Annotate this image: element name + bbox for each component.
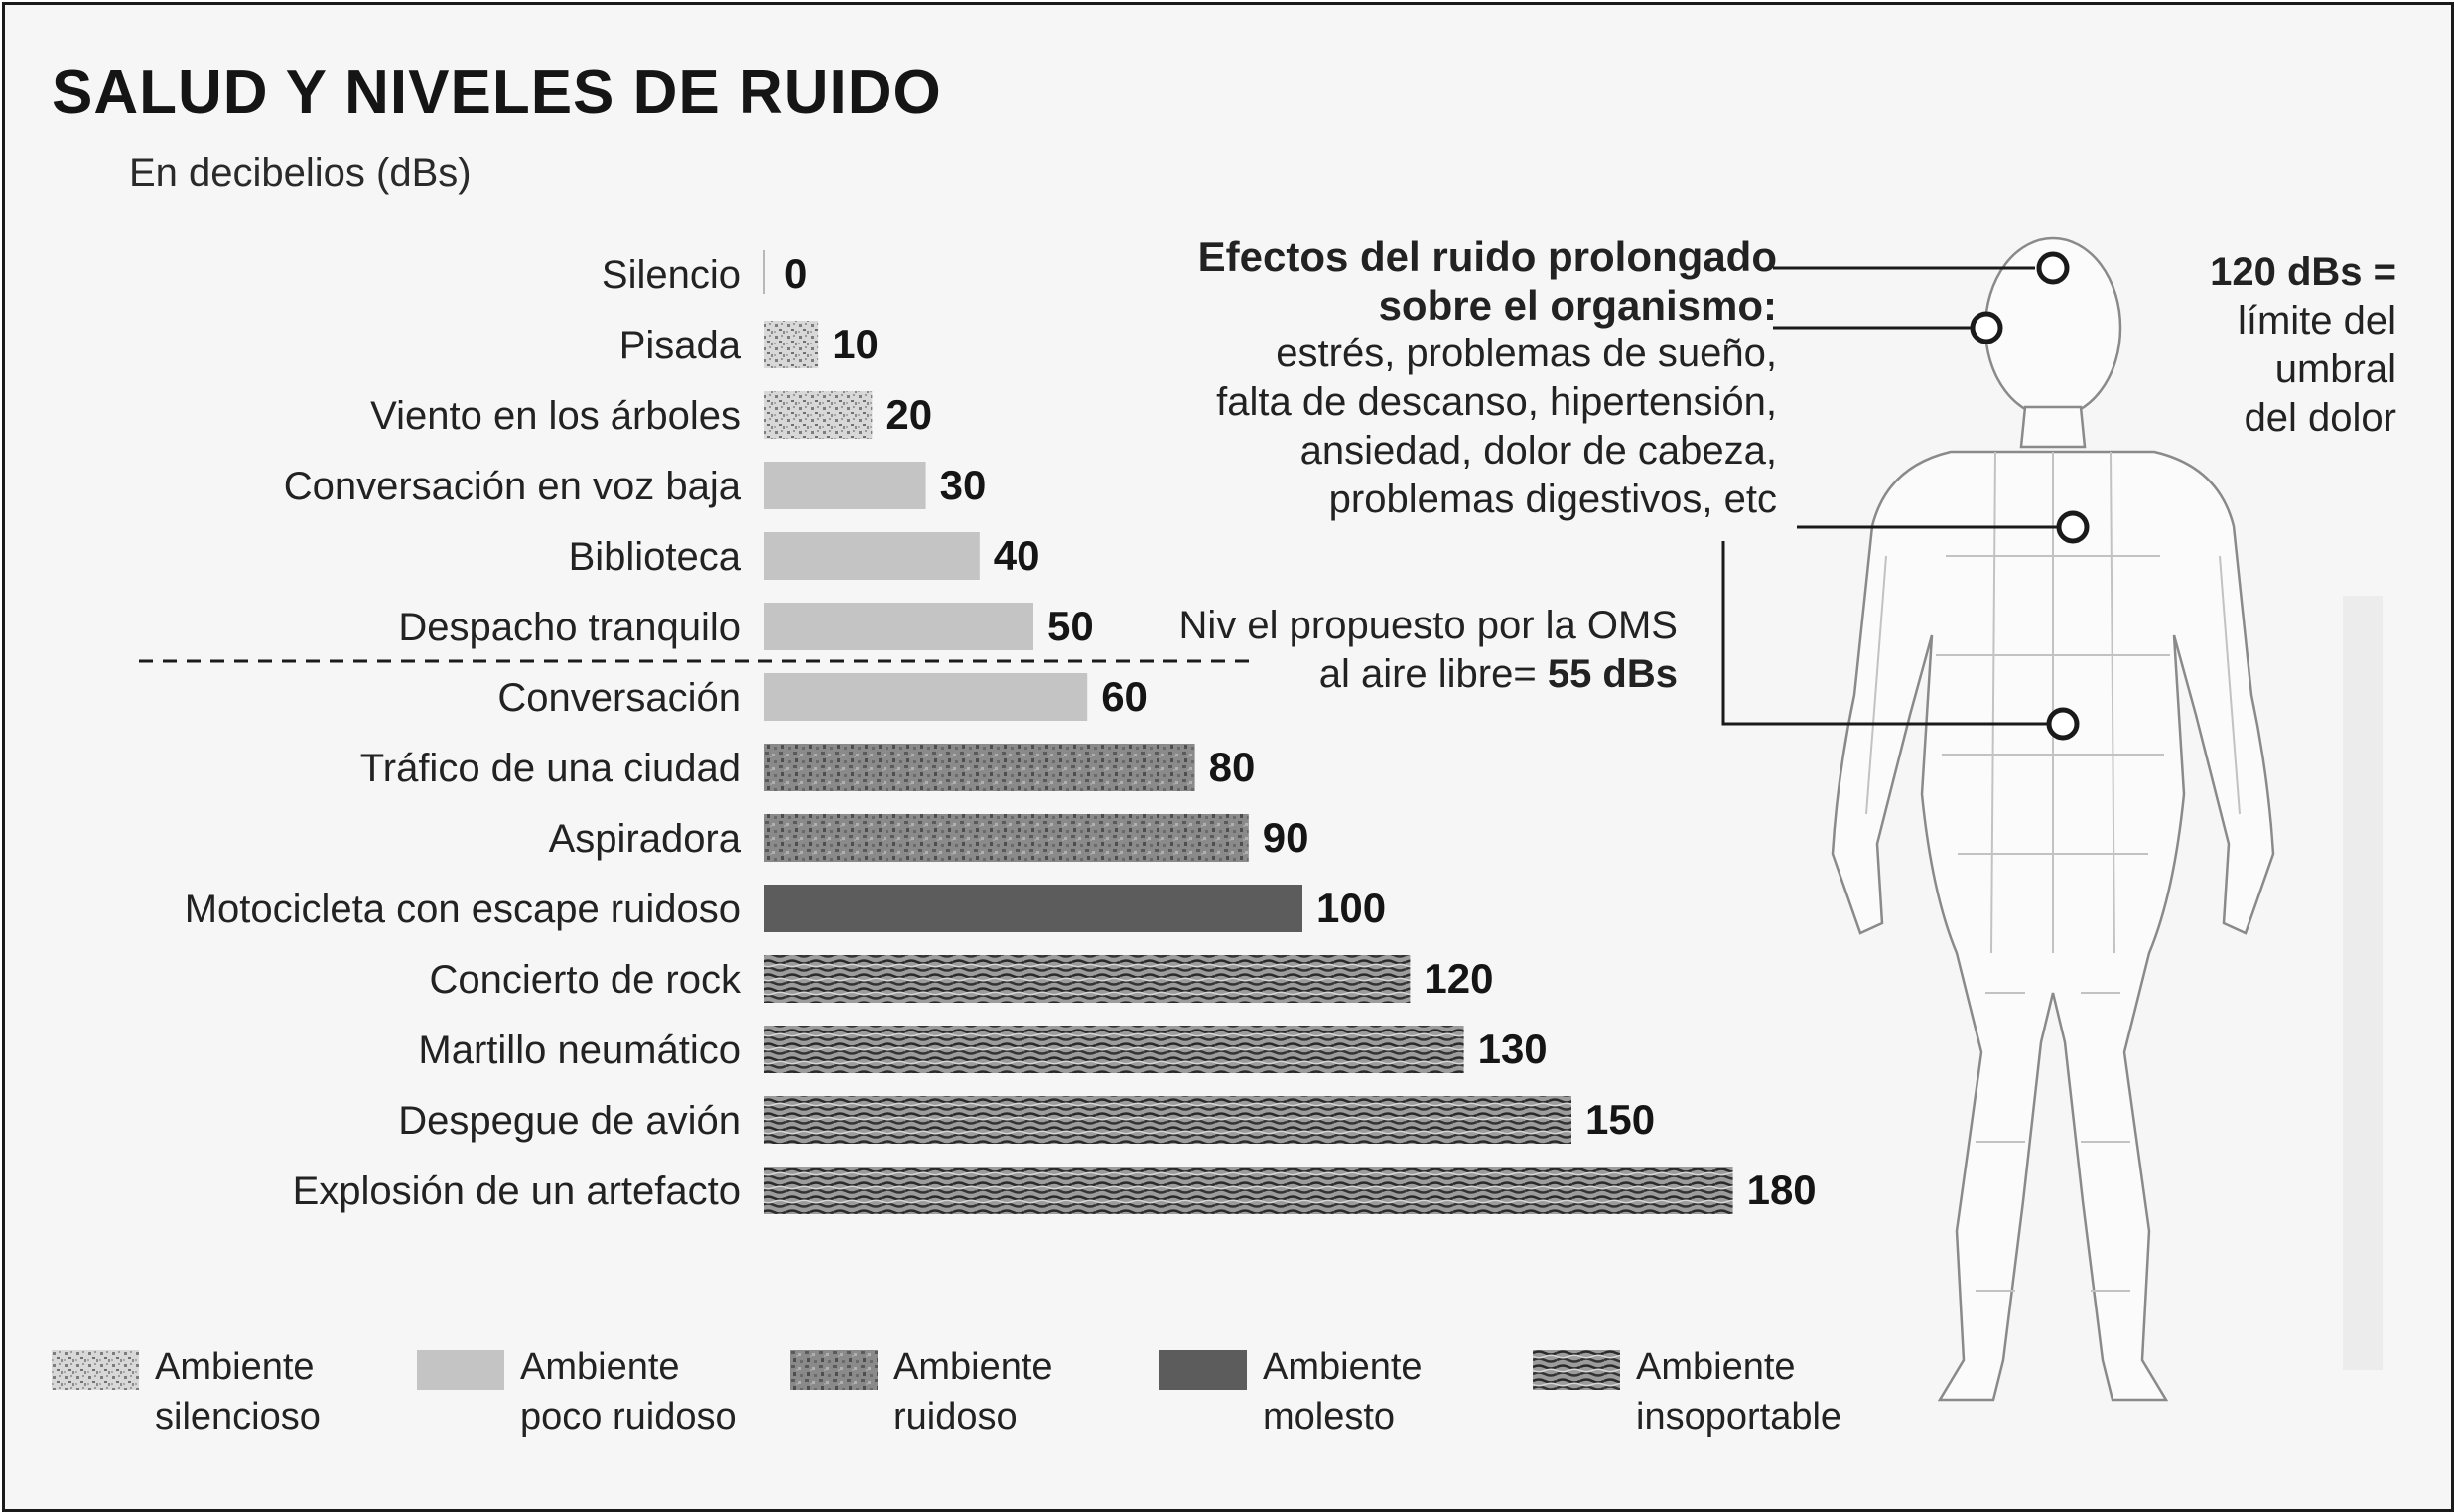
bar-1 [764, 321, 819, 368]
category-labels-group: Silencio Pisada Viento en los árboles Conve… [185, 253, 742, 1213]
category-label: Explosión de un artefacto [293, 1169, 741, 1213]
category-label: Martillo neumático [418, 1029, 741, 1072]
legend-label-line2: ruidoso [893, 1396, 1018, 1438]
bar-8 [764, 814, 1249, 862]
bar-10 [764, 955, 1411, 1003]
bar-13 [764, 1167, 1733, 1214]
bar-2 [764, 391, 873, 439]
legend-label-line2: silencioso [155, 1396, 321, 1438]
who-note-value: 55 dBs [1547, 652, 1678, 696]
marker-head-icon [2036, 251, 2070, 285]
category-label: Conversación en voz baja [284, 465, 742, 508]
value-label: 0 [784, 250, 807, 297]
effects-line-4: problemas digestivos, etc [1328, 478, 1777, 521]
bar-7 [764, 744, 1195, 791]
legend-label-line2: poco ruidoso [520, 1396, 737, 1438]
who-note-line-2: al aire libre= 55 dBs [1102, 650, 1678, 699]
threshold-line-3: del dolor [2244, 396, 2396, 440]
bar-6 [764, 673, 1088, 721]
body-shadow-strip [2343, 596, 2383, 1370]
legend-label-line2: insoportable [1636, 1396, 1842, 1438]
category-label: Despacho tranquilo [398, 606, 741, 649]
effect-callout-lines [1721, 266, 2057, 726]
effects-line-1: estrés, problemas de sueño, [1276, 332, 1777, 375]
category-label: Despegue de avión [398, 1099, 741, 1143]
legend-label-line1: Ambiente [520, 1346, 680, 1388]
category-label: Conversación [497, 676, 741, 720]
value-label: 130 [1478, 1026, 1548, 1072]
category-label: Concierto de rock [430, 958, 742, 1002]
threshold-line-1: límite del [2237, 299, 2396, 343]
legend-label-line1: Ambiente [1636, 1346, 1796, 1388]
value-label: 30 [940, 462, 987, 508]
marker-eye-icon [1970, 311, 2003, 344]
value-label: 20 [886, 391, 932, 438]
value-label: 50 [1047, 603, 1094, 649]
bar-5 [764, 603, 1033, 650]
effect-markers [1970, 251, 2090, 741]
bar-11 [764, 1026, 1464, 1073]
bar-9 [764, 885, 1302, 932]
effects-text: Efectos del ruido prolongado sobre el or… [1062, 232, 1777, 524]
bars-group [764, 321, 1733, 1214]
bar-12 [764, 1096, 1571, 1144]
who-note-prefix: al aire libre= [1318, 652, 1548, 696]
effects-line-3: ansiedad, dolor de cabeza, [1299, 429, 1777, 473]
legend-label-line1: Ambiente [155, 1346, 315, 1388]
legend-label-line2: molesto [1263, 1396, 1396, 1438]
legend-swatch-silencioso [52, 1350, 139, 1390]
who-note-line-1: Niv el propuesto por la OMS [1178, 604, 1678, 647]
legend-swatch-poco-ruidoso [417, 1350, 504, 1390]
legend-label-line1: Ambiente [893, 1346, 1053, 1388]
legend-swatch-insoportable [1533, 1350, 1620, 1390]
value-label: 150 [1585, 1096, 1655, 1143]
value-label: 90 [1263, 814, 1309, 861]
value-label: 100 [1316, 885, 1386, 931]
page-title: SALUD Y NIVELES DE RUIDO [52, 59, 942, 127]
value-label: 120 [1424, 955, 1493, 1002]
bar-4 [764, 532, 980, 580]
threshold-line-2: umbral [2274, 347, 2396, 391]
category-label: Pisada [619, 324, 742, 367]
category-label: Aspiradora [549, 817, 742, 861]
threshold-value: 120 dBs = [2210, 250, 2396, 294]
category-label: Motocicleta con escape ruidoso [185, 888, 741, 931]
human-body-wireframe-icon [1831, 236, 2275, 1402]
effects-line-2: falta de descanso, hipertensión, [1216, 380, 1777, 424]
effects-heading-1: Efectos del ruido prolongado [1197, 233, 1777, 280]
pain-threshold-note: 120 dBs = límite del umbral del dolor [2138, 248, 2396, 443]
legend-swatch-molesto [1159, 1350, 1247, 1390]
legend-label-line1: Ambiente [1263, 1346, 1423, 1388]
marker-chest-icon [2056, 510, 2090, 544]
effects-heading-2: sobre el organismo: [1378, 282, 1777, 329]
category-label: Biblioteca [569, 535, 742, 579]
legend-swatch-ruidoso [790, 1350, 878, 1390]
value-label: 80 [1209, 744, 1256, 790]
category-label: Silencio [602, 253, 741, 297]
value-label: 60 [1101, 673, 1148, 720]
who-reference-note: Niv el propuesto por la OMS al aire libr… [1102, 602, 1678, 699]
category-label: Tráfico de una ciudad [360, 747, 741, 790]
page-subtitle: En decibelios (dBs) [129, 151, 472, 195]
value-label: 40 [994, 532, 1040, 579]
marker-abdomen-icon [2046, 707, 2080, 741]
bar-3 [764, 462, 926, 509]
value-label: 180 [1747, 1167, 1817, 1213]
category-label: Viento en los árboles [370, 394, 741, 438]
value-label: 10 [832, 321, 879, 367]
